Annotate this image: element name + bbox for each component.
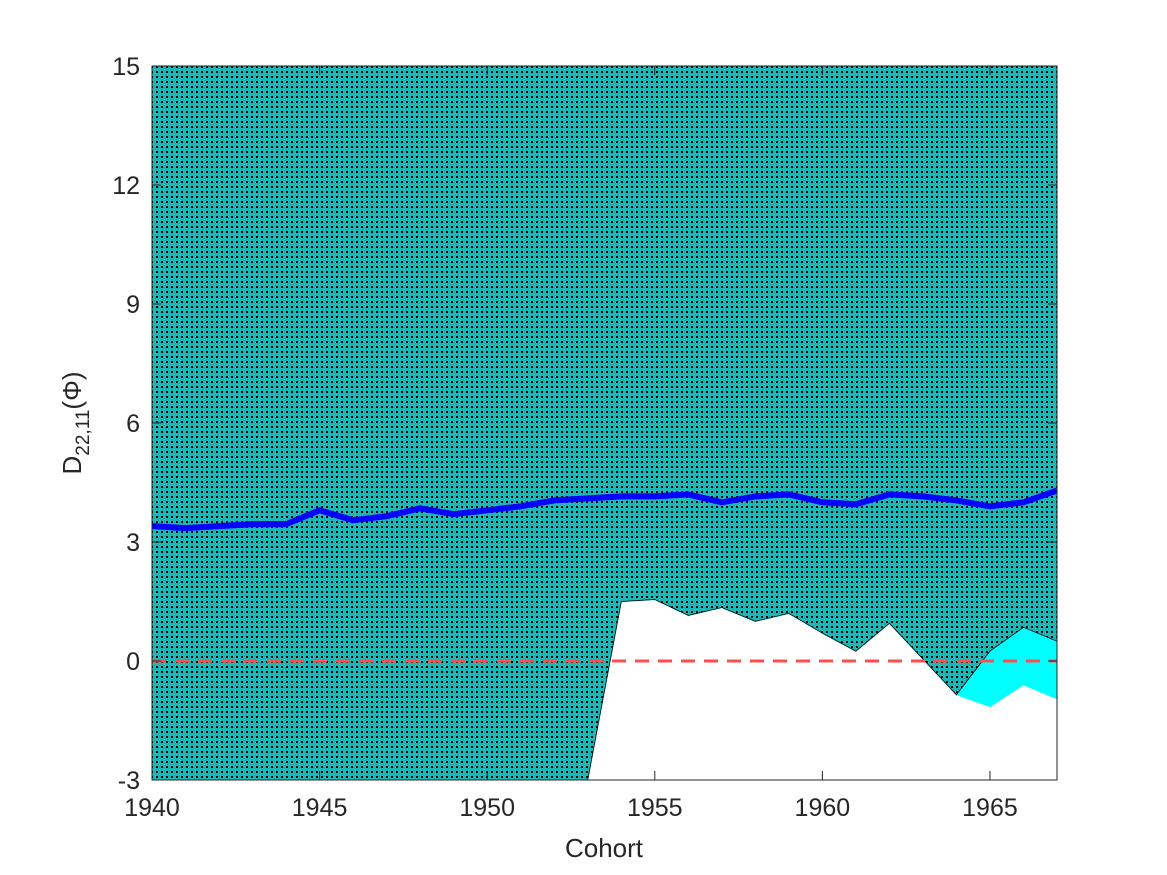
y-axis-label-subscript: 22,11 [73, 410, 94, 456]
series-point [185, 527, 186, 529]
x-tick-label: 1950 [459, 794, 515, 822]
series-point [821, 501, 823, 503]
y-tick-label: 3 [126, 529, 140, 557]
series-point [687, 493, 689, 495]
x-axis-label: Cohort [565, 833, 644, 863]
series-point [620, 495, 622, 497]
x-tick-label: 1940 [124, 794, 180, 822]
series-point [955, 499, 957, 501]
series-point [654, 495, 656, 497]
series-point [285, 523, 287, 525]
dotted-region [152, 66, 1057, 780]
series-point [319, 509, 321, 511]
series-point [386, 515, 388, 517]
tick-layer: 1940 1945 1950 1955 1960 1965 -3 0 3 6 9 12 15 [112, 53, 1057, 822]
series-point [252, 523, 254, 525]
x-tick-label: 1945 [292, 794, 348, 822]
series-line-0 [152, 487, 1057, 532]
series-point [754, 495, 756, 497]
series-point [922, 495, 924, 497]
series-point [520, 505, 522, 507]
y-tick-label: 0 [126, 648, 140, 676]
series-point [352, 519, 354, 521]
y-axis-label-base: D [57, 456, 87, 475]
series-point [587, 497, 589, 499]
series-point [721, 501, 723, 503]
series-point [788, 493, 790, 495]
y-tick-label: 6 [126, 410, 140, 438]
series-point [1023, 501, 1024, 503]
x-tick-label: 1965 [962, 794, 1018, 822]
y-tick-label: 9 [126, 291, 140, 319]
series-point [419, 507, 421, 509]
series-point [989, 505, 991, 507]
series-point [553, 499, 555, 501]
y-axis-label-suffix: (Φ) [57, 372, 87, 410]
y-tick-label: 12 [112, 172, 140, 200]
y-axis-label: D22,11(Φ) [57, 372, 94, 475]
x-tick-label: 1960 [795, 794, 851, 822]
y-tick-label: 15 [112, 53, 140, 81]
series-point [218, 525, 220, 527]
series-point [453, 513, 455, 515]
data-layer [152, 66, 1057, 780]
series-point [486, 509, 488, 511]
series-point [888, 493, 890, 495]
x-tick-label: 1955 [627, 794, 683, 822]
y-tick-label: -3 [118, 767, 140, 795]
series-point [855, 503, 857, 505]
